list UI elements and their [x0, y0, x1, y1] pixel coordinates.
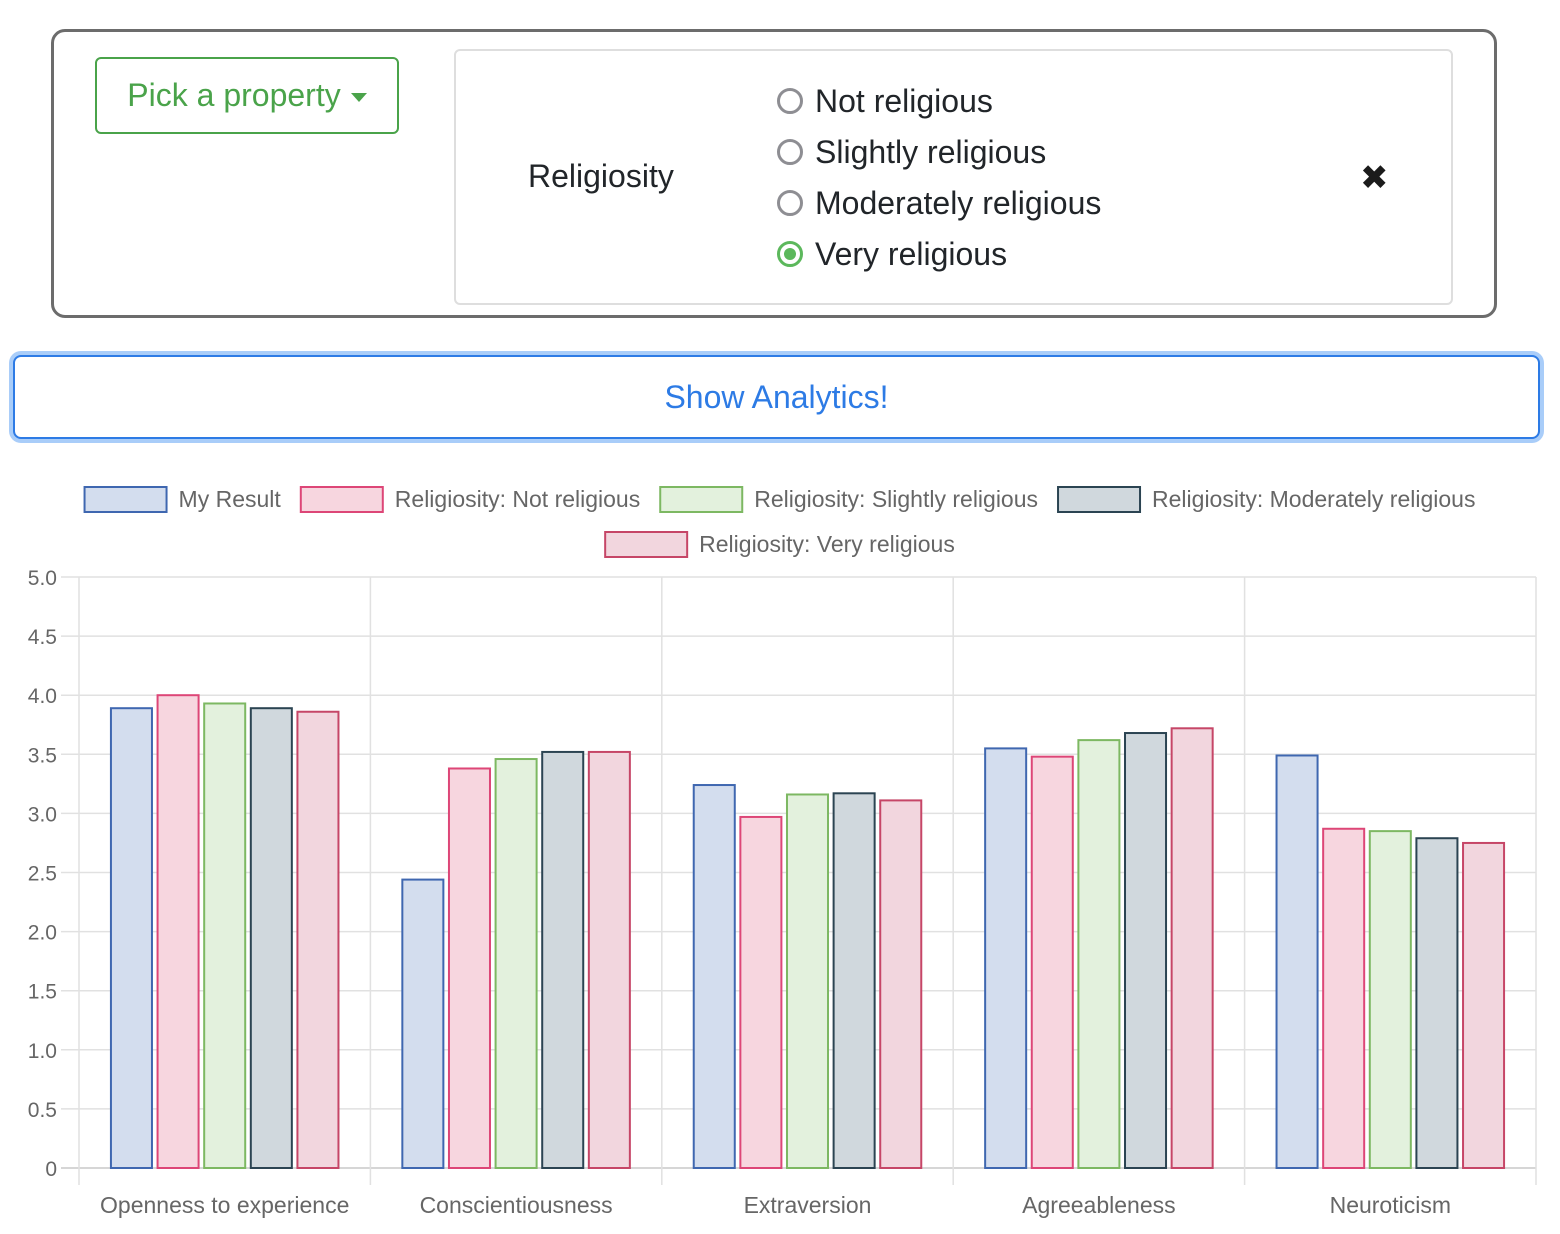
legend-label: Religiosity: Moderately religious: [1152, 486, 1475, 512]
y-tick-label: 3.5: [28, 744, 57, 767]
chart-legend: My Result Religiosity: Not religious Relig…: [83, 486, 1475, 558]
legend-label: Religiosity: Slightly religious: [754, 486, 1038, 512]
radio-label: Not religious: [815, 82, 993, 119]
radio-button[interactable]: [777, 88, 803, 114]
bar: [984, 747, 1028, 1169]
legend-swatch: [83, 486, 168, 513]
legend-swatch: [299, 486, 384, 513]
bar: [739, 815, 783, 1169]
bar: [541, 750, 585, 1169]
x-category-label: Openness to experience: [100, 1192, 349, 1218]
bar: [587, 750, 631, 1169]
bar: [494, 758, 538, 1169]
filter-panel: [51, 29, 1497, 318]
radio-label: Moderately religious: [815, 184, 1102, 221]
radio-label: Very religious: [815, 235, 1008, 272]
legend-label: Religiosity: Very religious: [699, 531, 955, 557]
bar: [249, 707, 293, 1169]
legend-label: Religiosity: Not religious: [395, 486, 640, 512]
bar: [1077, 739, 1121, 1169]
chart-axes: 0 0.5 1.0 1.5 2.0 2.5 3.0 3.5 4.0 4.5 5.0 Openness …: [28, 567, 1451, 1218]
y-tick-label: 4.5: [28, 626, 57, 649]
property-card: [454, 49, 1453, 305]
bar: [1368, 830, 1412, 1169]
bar: [1322, 827, 1366, 1169]
pick-property-label: Pick a property: [127, 77, 341, 113]
remove-property-icon[interactable]: ✖: [1360, 159, 1389, 197]
x-category-label: Extraversion: [744, 1192, 872, 1218]
x-category-label: Conscientiousness: [420, 1192, 613, 1218]
radio-button-selected[interactable]: [777, 241, 803, 267]
radio-button[interactable]: [777, 190, 803, 216]
bar: [1415, 837, 1459, 1169]
caret-down-icon: [350, 92, 367, 102]
bar: [1124, 732, 1168, 1169]
legend-swatch: [1057, 486, 1142, 513]
property-name: Religiosity: [528, 158, 674, 194]
bar: [879, 799, 923, 1169]
radio-option-very-religious[interactable]: Very religious: [777, 232, 1007, 276]
chart-bars: [109, 694, 1506, 1170]
bar: [401, 878, 445, 1169]
x-category-label: Neuroticism: [1330, 1192, 1451, 1218]
legend-swatch: [604, 531, 689, 558]
radio-option-moderately-religious[interactable]: Moderately religious: [777, 181, 1101, 225]
legend-swatch: [659, 486, 744, 513]
bar: [1170, 727, 1214, 1169]
radio-button[interactable]: [777, 139, 803, 165]
bar: [785, 793, 830, 1169]
show-analytics-button[interactable]: Show Analytics!: [13, 355, 1540, 439]
bar: [296, 710, 340, 1170]
bar: [832, 792, 876, 1169]
radio-option-slightly-religious[interactable]: Slightly religious: [777, 130, 1046, 174]
y-tick-label: 0: [45, 1158, 57, 1181]
legend-label: My Result: [179, 486, 282, 512]
bar: [156, 694, 200, 1169]
x-category-label: Agreeableness: [1022, 1192, 1175, 1218]
bar: [1462, 841, 1506, 1169]
y-tick-label: 2.5: [28, 863, 57, 886]
bar: [1275, 754, 1319, 1169]
pick-property-dropdown[interactable]: Pick a property: [95, 57, 399, 134]
bar: [1030, 755, 1074, 1169]
y-tick-label: 2.0: [28, 922, 57, 945]
bar: [692, 784, 736, 1169]
y-tick-label: 3.0: [28, 803, 57, 826]
show-analytics-label: Show Analytics!: [664, 378, 889, 415]
y-tick-label: 4.0: [28, 685, 57, 708]
bar: [447, 767, 491, 1169]
bar: [203, 702, 247, 1169]
y-tick-label: 5.0: [28, 567, 57, 590]
radio-label: Slightly religious: [815, 133, 1047, 170]
y-tick-label: 1.0: [28, 1040, 57, 1063]
radio-option-not-religious[interactable]: Not religious: [777, 79, 993, 123]
bar-chart: 0 0.5 1.0 1.5 2.0 2.5 3.0 3.5 4.0 4.5 5.0 Openness …: [28, 486, 1537, 1218]
y-tick-label: 1.5: [28, 981, 57, 1004]
y-tick-label: 0.5: [28, 1099, 57, 1122]
bar: [109, 707, 153, 1169]
